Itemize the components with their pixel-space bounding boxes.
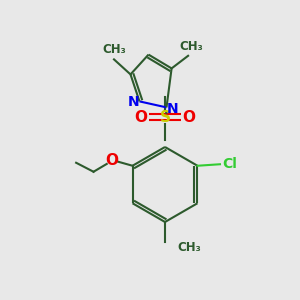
Text: N: N bbox=[167, 102, 178, 116]
Text: CH₃: CH₃ bbox=[179, 40, 203, 53]
Text: S: S bbox=[160, 110, 170, 124]
Text: Cl: Cl bbox=[222, 157, 237, 171]
Text: O: O bbox=[134, 110, 148, 124]
Text: N: N bbox=[128, 95, 139, 109]
Text: O: O bbox=[106, 153, 118, 168]
Text: O: O bbox=[182, 110, 196, 124]
Text: CH₃: CH₃ bbox=[102, 43, 126, 56]
Text: CH₃: CH₃ bbox=[177, 241, 201, 254]
